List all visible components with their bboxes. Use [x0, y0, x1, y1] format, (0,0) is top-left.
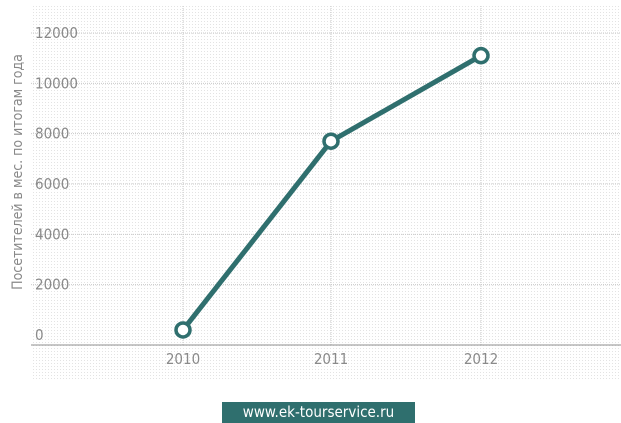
footer-website-label: www.ek-tourservice.ru — [222, 402, 415, 423]
x-tick-label-0: 2010 — [166, 350, 200, 368]
data-point-2010 — [174, 321, 192, 339]
series-group — [174, 46, 490, 339]
x-tick-labels: 2010 2011 2012 — [166, 350, 498, 368]
y-tick-label-1: 2000 — [35, 276, 69, 294]
x-tick-label-2: 2012 — [464, 350, 498, 368]
y-tick-label-4: 8000 — [35, 125, 69, 143]
data-point-2011 — [322, 132, 340, 150]
data-point-2012 — [472, 46, 490, 65]
y-tick-label-2: 4000 — [35, 225, 69, 243]
y-tick-label-5: 10000 — [35, 74, 78, 92]
y-tick-label-6: 12000 — [35, 24, 78, 42]
y-tick-label-0: 0 — [35, 326, 44, 344]
plot-background — [31, 6, 621, 380]
y-tick-label-3: 6000 — [35, 175, 69, 193]
y-tick-labels: 0 2000 4000 6000 8000 10000 12000 — [35, 24, 78, 344]
x-tick-label-1: 2011 — [314, 350, 348, 368]
y-axis-label: Посетителей в мес. по итогам года — [10, 54, 26, 290]
